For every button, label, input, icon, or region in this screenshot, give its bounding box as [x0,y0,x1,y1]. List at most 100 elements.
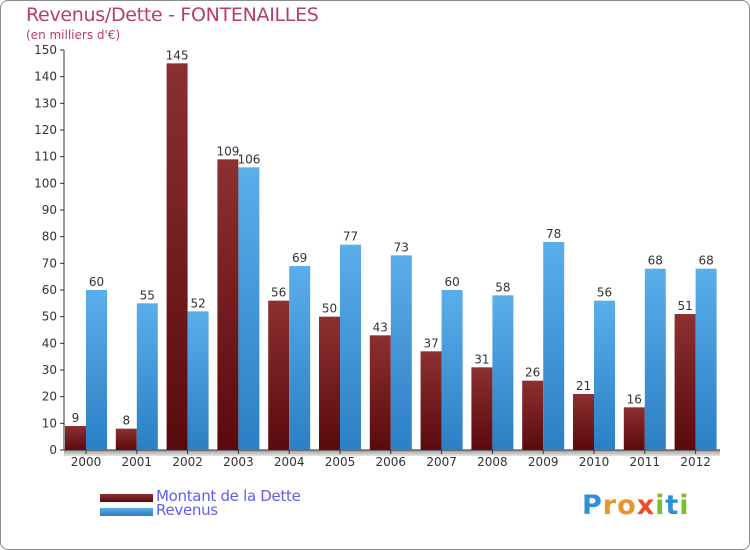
data-label-debt: 145 [166,48,189,62]
x-tick-label: 2005 [325,455,356,469]
bar-revenue [390,255,412,450]
bar-debt [268,300,290,450]
y-tick-label: 150 [34,43,57,57]
legend-label-debt: Montant de la Dette [156,487,301,505]
bar-revenue [187,311,209,450]
bar-debt [319,316,340,450]
y-tick-label: 80 [42,230,57,244]
y-tick-label: 10 [42,416,57,430]
data-label-debt: 43 [373,320,388,334]
data-label-revenue: 60 [89,275,104,289]
bar-revenue [340,244,361,450]
bar-debt [471,367,493,450]
data-label-revenue: 55 [140,288,155,302]
logo-letter: r [602,490,618,521]
logo-letter: i [679,490,690,521]
data-label-revenue: 68 [648,254,663,268]
x-tick-label: 2006 [376,455,407,469]
x-tick-label: 2000 [71,455,102,469]
bar-debt [522,380,544,450]
bar-debt [674,314,696,450]
x-tick-label: 2010 [579,455,610,469]
y-tick-label: 70 [42,256,57,270]
data-label-debt: 50 [322,302,337,316]
bar-revenue [594,300,615,450]
bar-debt [623,407,645,450]
proxiti-logo: Proxiti [582,490,690,521]
data-label-debt: 26 [525,366,540,380]
logo-letter: x [636,490,656,521]
bars [65,63,717,451]
y-tick-label: 110 [34,150,57,164]
data-label-debt: 16 [627,392,642,406]
bar-debt [420,351,442,450]
data-label-debt: 109 [216,144,239,158]
x-tick-label: 2003 [223,455,254,469]
y-tick-label: 100 [34,176,57,190]
bar-revenue [644,268,666,450]
data-label-revenue: 68 [698,254,713,268]
x-tick-label: 2011 [630,455,661,469]
chart-subtitle: (en milliers d'€) [26,28,121,42]
x-tick-label: 2007 [426,455,457,469]
y-tick-label: 90 [42,203,57,217]
bar-debt [166,63,188,450]
y-tick-label: 0 [49,443,57,457]
data-label-revenue: 78 [546,227,561,241]
y-tick-label: 50 [42,310,57,324]
data-label-revenue: 58 [495,280,510,294]
y-tick-label: 60 [42,283,57,297]
logo-letter: t [665,490,680,521]
plot-floor [64,450,720,456]
y-tick-label: 120 [34,123,57,137]
data-label-revenue: 106 [237,152,260,166]
data-label-debt: 51 [677,299,692,313]
bar-revenue [289,266,311,450]
legend-swatch-debt [100,494,153,502]
logo-letter: P [582,490,603,521]
bar-revenue [86,290,107,450]
logo-letter: i [655,490,666,521]
data-label-revenue: 52 [190,296,205,310]
bar-revenue [695,268,717,450]
axes: 0 10 20 30 40 50 60 70 80 90 100 110 120 130 140 150 200… [34,43,720,469]
data-label-revenue: 60 [444,275,459,289]
bar-revenue [543,242,565,450]
data-label-debt: 31 [474,352,489,366]
data-label-debt: 37 [423,336,438,350]
bar-debt [115,428,137,450]
data-label-debt: 8 [122,414,130,428]
bar-revenue [492,295,514,450]
y-tick-label: 40 [42,336,57,350]
x-tick-label: 2012 [680,455,711,469]
y-tick-label: 130 [34,96,57,110]
x-tick-label: 2002 [172,455,203,469]
bar-debt [369,335,391,450]
data-label-debt: 56 [271,286,286,300]
bar-debt [217,159,239,451]
x-tick-label: 2001 [122,455,153,469]
bar-revenue [238,167,260,451]
data-label-revenue: 77 [343,230,358,244]
y-tick-label: 20 [42,390,57,404]
bar-revenue [441,290,463,450]
data-label-revenue: 73 [394,240,409,254]
data-label-debt: 9 [72,411,80,425]
y-tick-label: 30 [42,363,57,377]
bar-debt [573,394,594,450]
x-tick-label: 2009 [528,455,559,469]
legend-swatch-revenue [100,508,153,516]
x-tick-label: 2008 [477,455,508,469]
y-tick-label: 140 [34,70,57,84]
logo-letter: o [617,490,637,521]
x-tick-label: 2004 [274,455,305,469]
data-label-debt: 21 [576,379,591,393]
data-label-revenue: 56 [597,286,612,300]
legend-label-revenue: Revenus [156,501,218,519]
bar-debt [65,426,86,450]
data-label-revenue: 69 [292,251,307,265]
chart-title: Revenus/Dette - FONTENAILLES [26,4,319,26]
bar-revenue [136,303,158,450]
